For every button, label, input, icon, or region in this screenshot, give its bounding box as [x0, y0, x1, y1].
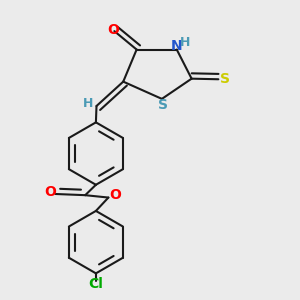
Text: O: O: [109, 188, 121, 202]
Text: Cl: Cl: [88, 277, 103, 291]
Text: N: N: [171, 39, 183, 53]
Text: S: S: [158, 98, 168, 112]
Text: O: O: [107, 22, 119, 37]
Text: H: H: [83, 97, 93, 110]
Text: H: H: [180, 36, 190, 49]
Text: S: S: [220, 72, 230, 86]
Text: O: O: [44, 184, 56, 199]
